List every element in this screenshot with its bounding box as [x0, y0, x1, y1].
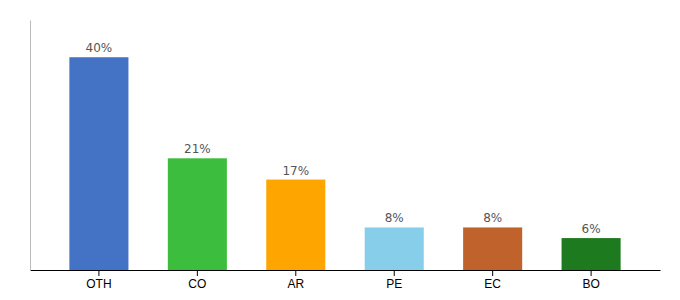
x-tick-label: CO: [188, 277, 206, 291]
bar: [365, 227, 424, 270]
x-axis-line: [31, 270, 661, 271]
data-label: 8%: [385, 211, 404, 225]
y-axis-line: [30, 21, 31, 271]
x-tick-label: PE: [386, 277, 402, 291]
x-tick: PE: [386, 270, 402, 291]
x-tick-mark: [492, 270, 493, 276]
chart: 40% 21% 17% 8% 8% 6% OTH CO AR PE EC BO: [0, 0, 680, 300]
x-tick-mark: [394, 270, 395, 276]
x-tick-mark: [197, 270, 198, 276]
x-tick-label: AR: [287, 277, 304, 291]
data-label: 8%: [483, 211, 502, 225]
bar: [463, 227, 522, 270]
x-axis: OTH CO AR PE EC BO: [31, 270, 661, 291]
x-tick: EC: [484, 270, 501, 291]
bar: [266, 180, 325, 270]
x-tick-label: BO: [582, 277, 599, 291]
bar: [69, 57, 128, 270]
x-tick: OTH: [86, 270, 111, 291]
x-tick-mark: [295, 270, 296, 276]
bar: [562, 238, 621, 270]
y-axis: [30, 21, 31, 271]
bar: [168, 158, 227, 270]
data-label: 17%: [282, 164, 309, 178]
plot: 40% 21% 17% 8% 8% 6% OTH CO AR PE EC BO: [31, 21, 661, 291]
data-label: 6%: [582, 222, 601, 236]
x-tick-mark: [98, 270, 99, 276]
x-tick-label: OTH: [86, 277, 111, 291]
data-labels: 40% 21% 17% 8% 8% 6%: [86, 41, 601, 236]
x-tick: CO: [188, 270, 206, 291]
x-tick-mark: [591, 270, 592, 276]
x-tick: BO: [582, 270, 599, 291]
data-label: 40%: [86, 41, 113, 55]
data-label: 21%: [184, 142, 211, 156]
bars: [69, 57, 620, 270]
x-tick: AR: [287, 270, 304, 291]
x-tick-label: EC: [484, 277, 501, 291]
